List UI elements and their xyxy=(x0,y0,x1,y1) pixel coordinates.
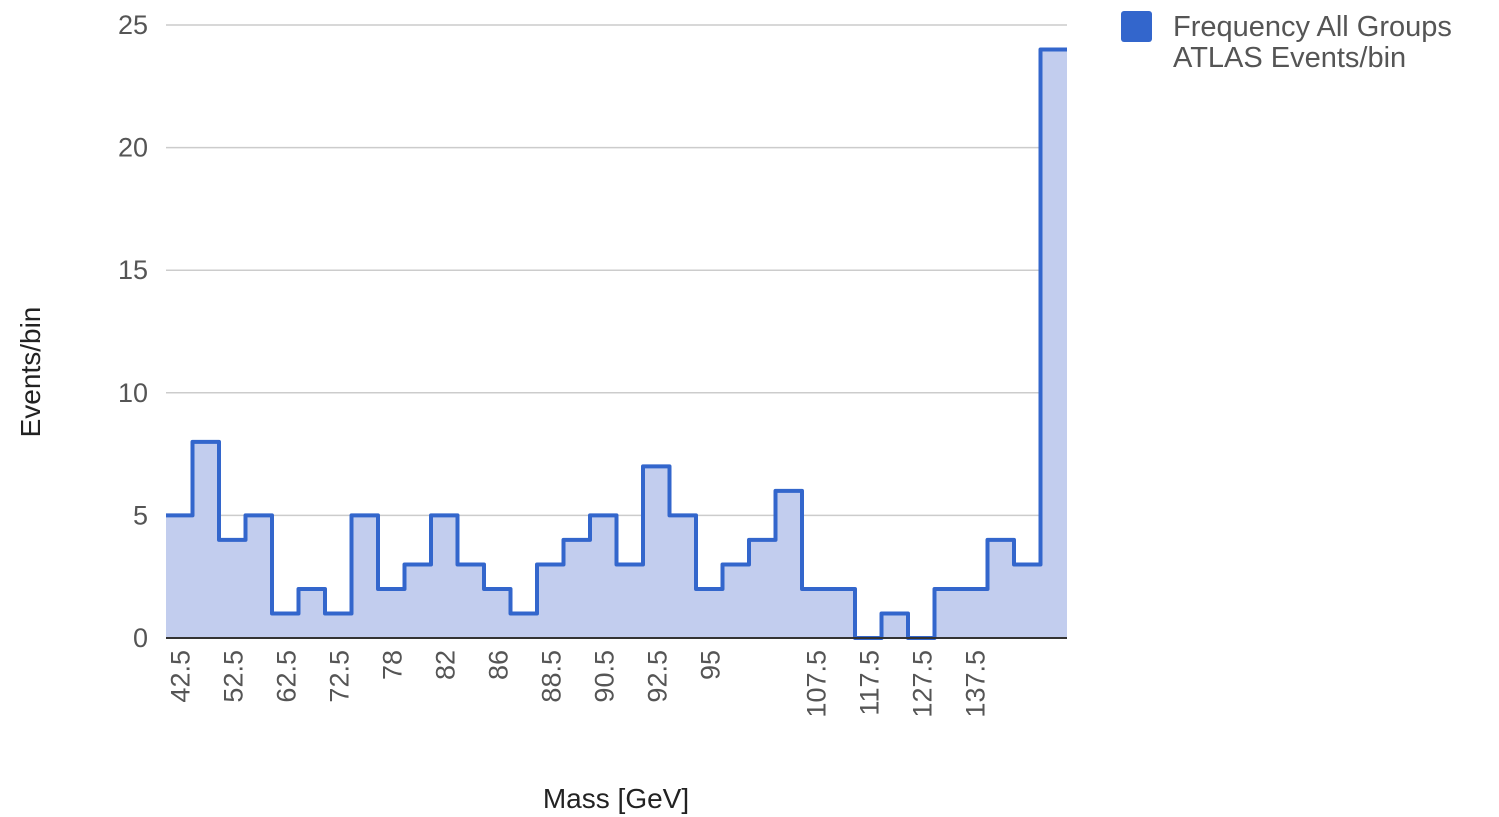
y-tick-label-0: 0 xyxy=(133,623,148,653)
x-tick-label-78: 78 xyxy=(377,650,407,680)
legend-label-line-1: Frequency All Groups xyxy=(1173,11,1452,43)
series-area xyxy=(166,47,1067,640)
y-axis-ticks: 0 5 10 15 20 25 xyxy=(118,10,148,653)
x-tick-label-72.5: 72.5 xyxy=(324,650,354,703)
y-tick-label-25: 25 xyxy=(118,10,148,40)
x-tick-label-62.5: 62.5 xyxy=(271,650,301,703)
x-tick-label-92.5: 92.5 xyxy=(642,650,672,703)
legend-swatch xyxy=(1121,11,1152,42)
x-tick-label-90.5: 90.5 xyxy=(589,650,619,703)
legend: Frequency All Groups ATLAS Events/bin xyxy=(1121,11,1452,74)
y-tick-label-15: 15 xyxy=(118,255,148,285)
x-tick-label-117.5: 117.5 xyxy=(854,650,884,716)
x-tick-label-52.5: 52.5 xyxy=(218,650,248,703)
legend-label-line-2: ATLAS Events/bin xyxy=(1173,42,1406,74)
x-tick-label-88.5: 88.5 xyxy=(536,650,566,703)
y-axis-title: Events/bin xyxy=(15,307,46,438)
x-axis-ticks: 42.5 52.5 62.5 72.5 78 82 86 88.5 90.5 92.5 95 107.… xyxy=(165,650,990,718)
x-tick-label-82: 82 xyxy=(430,650,460,680)
x-tick-label-127.5: 127.5 xyxy=(907,650,937,718)
y-tick-label-20: 20 xyxy=(118,133,148,163)
x-tick-label-42.5: 42.5 xyxy=(165,650,195,703)
x-tick-label-95: 95 xyxy=(695,650,725,680)
series-line xyxy=(166,47,1067,640)
x-axis-title: Mass [GeV] xyxy=(543,783,689,814)
x-tick-label-86: 86 xyxy=(483,650,513,680)
x-tick-label-137.5: 137.5 xyxy=(960,650,990,718)
y-tick-label-10: 10 xyxy=(118,378,148,408)
x-tick-label-107.5: 107.5 xyxy=(801,650,831,718)
y-tick-label-5: 5 xyxy=(133,500,148,530)
